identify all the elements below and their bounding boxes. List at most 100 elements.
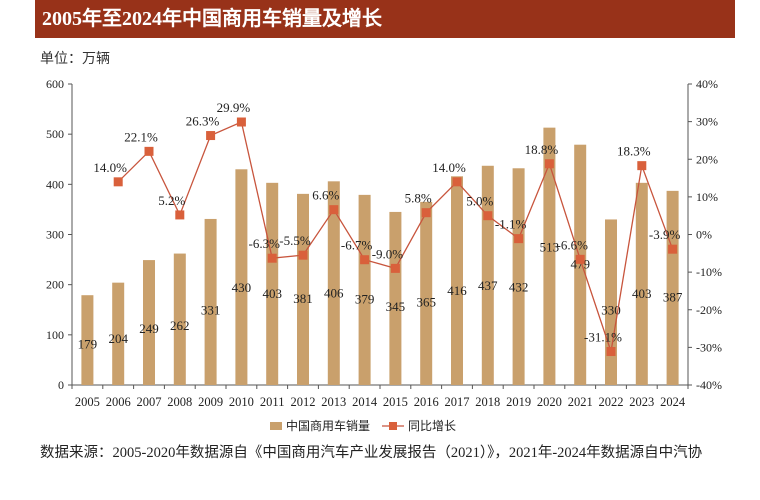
bar: [173, 253, 186, 385]
legend-line-marker: [389, 422, 397, 430]
bar-value-label: 379: [355, 291, 375, 306]
bar: [358, 194, 371, 385]
y-right-tick-label: 20%: [696, 152, 718, 166]
y-right-tick-label: -10%: [696, 265, 722, 279]
growth-marker: [421, 208, 431, 218]
growth-marker: [298, 250, 308, 260]
x-tick-label: 2022: [599, 395, 624, 409]
bar-value-label: 345: [386, 299, 406, 314]
growth-marker: [637, 161, 647, 171]
growth-value-label: -6.6%: [556, 237, 588, 252]
y-right-tick-label: 40%: [696, 77, 718, 91]
growth-marker: [206, 131, 216, 141]
x-tick-label: 2012: [291, 395, 316, 409]
x-tick-label: 2015: [383, 395, 408, 409]
x-tick-label: 2024: [660, 395, 686, 409]
legend-bar-swatch: [270, 422, 282, 430]
bar: [481, 165, 494, 385]
bar: [81, 295, 94, 385]
y-right-tick-label: -30%: [696, 340, 722, 354]
x-tick-label: 2019: [506, 395, 531, 409]
x-tick-label: 2013: [321, 395, 346, 409]
x-tick-label: 2005: [75, 395, 100, 409]
bar-value-label: 403: [262, 286, 282, 301]
y-right-tick-label: 0%: [696, 228, 712, 242]
growth-value-label: 14.0%: [432, 160, 466, 175]
bar: [389, 211, 402, 385]
x-tick-label: 2014: [352, 395, 378, 409]
bar-value-label: 331: [201, 302, 221, 317]
growth-value-label: 29.9%: [217, 100, 251, 115]
bar: [235, 169, 248, 385]
growth-value-label: 5.8%: [405, 191, 432, 206]
bar: [451, 176, 463, 385]
y-left-tick-label: 300: [46, 228, 64, 242]
growth-marker: [329, 205, 339, 215]
bar-value-label: 403: [632, 286, 652, 301]
growth-marker: [544, 159, 554, 169]
bar-value-label: 179: [78, 337, 98, 352]
bar-value-label: 430: [232, 280, 252, 295]
y-left-tick-label: 0: [58, 378, 64, 392]
bar: [635, 182, 648, 385]
growth-value-label: -6.3%: [248, 236, 280, 251]
bar: [297, 193, 309, 385]
y-right-tick-label: -20%: [696, 303, 722, 317]
bar-value-label: 262: [170, 318, 190, 333]
y-left-tick-label: 600: [46, 77, 64, 91]
growth-value-label: 22.1%: [124, 129, 158, 144]
bar: [420, 201, 433, 385]
growth-value-label: -6.7%: [341, 238, 373, 253]
x-tick-label: 2017: [445, 395, 470, 409]
bar: [112, 282, 125, 385]
x-tick-label: 2008: [167, 395, 192, 409]
growth-value-label: 5.2%: [158, 193, 185, 208]
bar-value-label: 479: [570, 257, 590, 272]
growth-value-label: 18.8%: [525, 142, 559, 157]
bar: [204, 218, 217, 385]
x-tick-label: 2006: [106, 395, 131, 409]
y-right-tick-label: -40%: [696, 378, 722, 392]
chart-title: 2005年至2024年中国商用车销量及增长: [35, 0, 735, 38]
bar-value-label: 330: [601, 303, 621, 318]
y-left-tick-label: 100: [46, 328, 64, 342]
bar-value-label: 387: [663, 290, 683, 305]
chart: 0 100 200 300 400 500 600 -40% -30% -20% -10% 0% 10%…: [46, 77, 722, 433]
x-tick-label: 2007: [137, 395, 162, 409]
growth-marker: [514, 234, 524, 244]
growth-value-label: -31.1%: [584, 330, 622, 345]
y-left-tick-label: 200: [46, 278, 64, 292]
growth-value-label: -5.5%: [279, 233, 311, 248]
bar: [574, 144, 587, 385]
bar: [143, 260, 155, 385]
growth-value-label: -9.0%: [372, 246, 404, 261]
growth-marker: [236, 117, 246, 127]
x-tick-label: 2011: [260, 395, 285, 409]
y-left-tick-label: 400: [46, 177, 64, 191]
growth-marker: [575, 254, 585, 264]
legend-line-label: 同比增长: [408, 419, 456, 433]
y-left-tick-label: 500: [46, 127, 64, 141]
growth-marker: [144, 146, 154, 156]
bar-value-label: 381: [293, 291, 313, 306]
growth-value-label: 5.0%: [466, 194, 493, 209]
growth-value-label: -1.1%: [495, 217, 527, 232]
growth-marker: [668, 244, 678, 254]
bar: [666, 190, 679, 385]
growth-marker: [113, 177, 123, 187]
x-tick-label: 2018: [475, 395, 500, 409]
y-right-tick-label: 30%: [696, 115, 718, 129]
growth-marker: [606, 347, 616, 357]
growth-value-label: -3.9%: [649, 227, 681, 242]
x-tick-label: 2016: [414, 395, 439, 409]
x-tick-label: 2010: [229, 395, 254, 409]
growth-marker: [452, 177, 462, 187]
bar-value-label: 513: [540, 240, 560, 255]
bar-value-label: 437: [478, 278, 498, 293]
unit-label: 单位：万辆: [40, 52, 110, 67]
growth-marker: [267, 253, 277, 263]
growth-marker: [483, 211, 493, 221]
bar: [266, 182, 279, 385]
bar-value-label: 365: [416, 295, 436, 310]
x-tick-label: 2020: [537, 395, 562, 409]
